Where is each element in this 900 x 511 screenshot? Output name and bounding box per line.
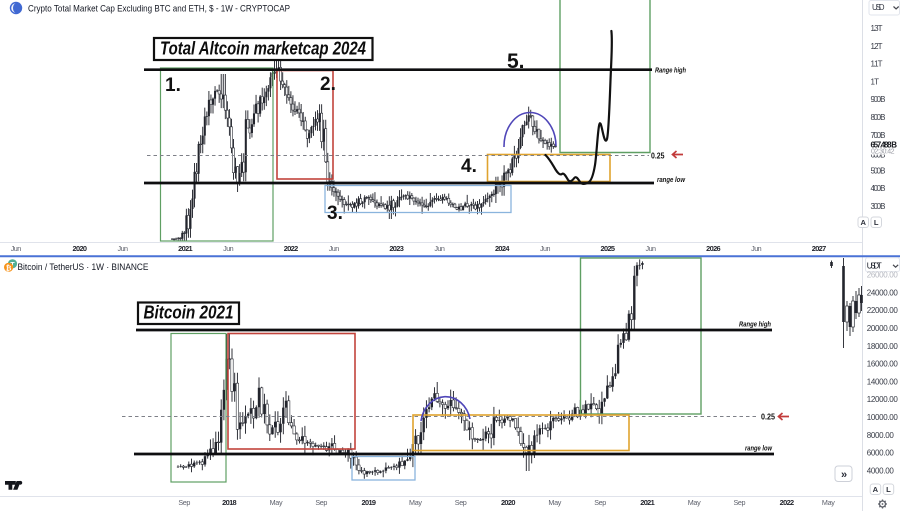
svg-text:20000.00: 20000.00 [867,324,899,333]
svg-text:10000.00: 10000.00 [867,413,899,422]
svg-text:Sep: Sep [315,498,327,507]
svg-text:L: L [874,218,879,227]
svg-text:₿: ₿ [6,264,12,272]
svg-text:12000.00: 12000.00 [867,395,899,404]
svg-text:Total Altcoin marketcap 2024: Total Altcoin marketcap 2024 [160,39,366,59]
svg-text:Jun: Jun [434,244,445,253]
svg-text:Crypto Total Market Cap Exclud: Crypto Total Market Cap Excluding BTC an… [28,4,290,15]
svg-text:2023: 2023 [389,244,404,253]
svg-text:2019: 2019 [362,498,377,507]
svg-text:May: May [548,498,561,507]
svg-text:700 B: 700 B [871,131,886,140]
svg-text:A: A [873,485,879,494]
svg-text:2020: 2020 [501,498,516,507]
svg-text:02:30:42: 02:30:42 [871,149,895,156]
svg-text:Sep: Sep [455,498,467,507]
svg-text:Range high: Range high [655,66,686,75]
svg-text:Sep: Sep [734,498,746,507]
svg-text:L: L [886,485,891,494]
svg-text:USD: USD [872,3,885,12]
svg-text:0.25: 0.25 [651,152,665,161]
svg-text:range low: range low [745,444,773,453]
svg-text:6000.00: 6000.00 [867,449,895,458]
svg-text:26000.00: 26000.00 [867,271,899,280]
svg-text:Jun: Jun [118,244,129,253]
svg-text:2027: 2027 [812,244,827,253]
svg-text:1.2 T: 1.2 T [871,42,883,51]
svg-text:USDT: USDT [867,261,882,270]
svg-text:May: May [409,498,422,507]
svg-text:300 B: 300 B [871,202,886,211]
svg-text:14000.00: 14000.00 [867,377,899,386]
svg-text:2021: 2021 [640,498,655,507]
svg-text:4000.00: 4000.00 [867,466,895,475]
svg-text:May: May [822,498,835,507]
svg-text:8000.00: 8000.00 [867,431,895,440]
svg-text:2022: 2022 [284,244,299,253]
svg-text:A: A [860,218,866,227]
svg-text:16000.00: 16000.00 [867,360,899,369]
svg-text:657.488 B: 657.488 B [871,140,898,149]
svg-text:T: T [10,262,15,269]
svg-text:Jun: Jun [329,244,340,253]
svg-text:2024: 2024 [495,244,510,253]
svg-text:5.: 5. [507,50,525,73]
svg-text:Bitcoin 2021: Bitcoin 2021 [144,303,234,323]
svg-text:2020: 2020 [73,244,88,253]
svg-text:Jun: Jun [540,244,551,253]
svg-text:»: » [841,469,847,481]
svg-text:800 B: 800 B [871,113,886,122]
svg-text:2018: 2018 [222,498,237,507]
svg-text:2.: 2. [320,74,336,95]
svg-text:0.25: 0.25 [761,413,776,422]
svg-text:Jun: Jun [223,244,234,253]
svg-text:Jun: Jun [646,244,657,253]
svg-text:24000.00: 24000.00 [867,288,899,297]
svg-text:2022: 2022 [780,498,795,507]
svg-text:400 B: 400 B [871,184,886,193]
svg-text:1 T: 1 T [871,77,880,86]
svg-text:Sep: Sep [594,498,606,507]
svg-text:Jun: Jun [751,244,762,253]
svg-text:1.1 T: 1.1 T [871,60,883,69]
svg-text:1.: 1. [165,75,181,96]
svg-text:22000.00: 22000.00 [867,306,899,315]
svg-text:1.3 T: 1.3 T [871,24,883,33]
svg-text:3.: 3. [327,203,343,224]
svg-text:Bitcoin / TetherUS · 1W · BINA: Bitcoin / TetherUS · 1W · BINANCE [18,262,149,273]
svg-text:May: May [688,498,701,507]
svg-text:Sep: Sep [178,498,190,507]
svg-text:2025: 2025 [601,244,616,253]
svg-text:900 B: 900 B [871,95,886,104]
svg-text:4.: 4. [461,156,477,177]
svg-text:May: May [270,498,283,507]
svg-text:600 B: 600 B [871,151,886,160]
svg-text:500 B: 500 B [871,166,886,175]
svg-text:Range high: Range high [739,320,771,329]
svg-text:2026: 2026 [706,244,721,253]
svg-text:range low: range low [657,175,686,184]
svg-text:18000.00: 18000.00 [867,342,899,351]
svg-text:Jun: Jun [11,244,22,253]
svg-text:2021: 2021 [178,244,193,253]
